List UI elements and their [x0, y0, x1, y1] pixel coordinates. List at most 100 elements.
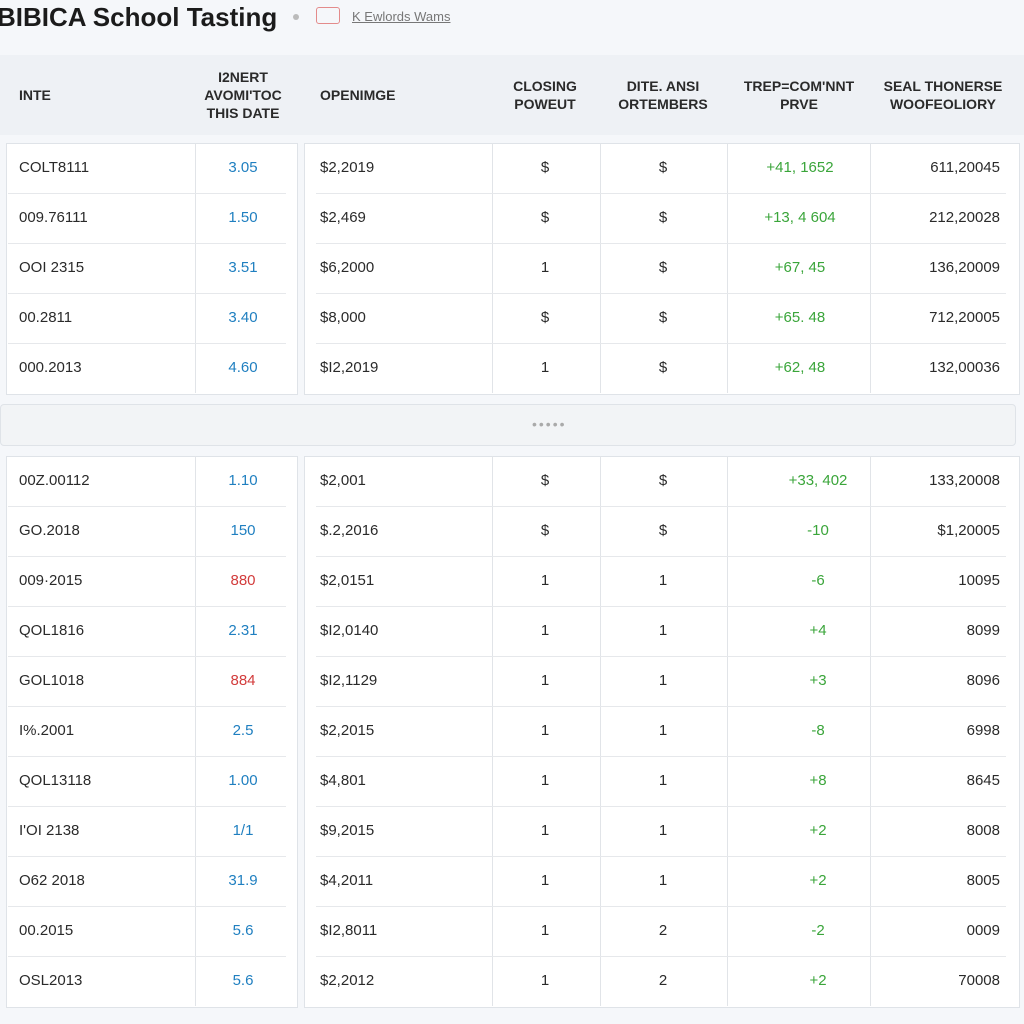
row-divider — [8, 806, 286, 807]
table-cell: $ — [658, 209, 668, 226]
table-cell: 1 — [658, 622, 668, 639]
table-cell: $ — [540, 522, 550, 539]
table-cell: OOI 2315 — [19, 259, 85, 276]
table-cell: $ — [540, 209, 550, 226]
table-cell: $.2,2016 — [320, 522, 379, 539]
table-cell: 880 — [230, 572, 256, 589]
column-divider — [600, 456, 601, 1006]
column-header: OPENIMGE — [320, 87, 396, 103]
dot — [293, 14, 299, 20]
table-cell: 8008 — [966, 822, 1000, 839]
table-cell: $2,2019 — [320, 159, 375, 176]
header-row — [0, 55, 1024, 135]
table-cell: $6,2000 — [320, 259, 375, 276]
table-cell: +2 — [809, 872, 827, 889]
table-cell: $2,0151 — [320, 572, 375, 589]
column-divider — [727, 143, 728, 393]
row-divider — [316, 556, 1006, 557]
row-divider — [8, 556, 286, 557]
column-divider — [195, 456, 196, 1006]
row-divider — [316, 293, 1006, 294]
column-header: TREP=COM'NNT — [743, 78, 855, 94]
table-cell: 150 — [230, 522, 256, 539]
row-divider — [316, 806, 1006, 807]
table-cell: $2,001 — [320, 472, 366, 489]
table-cell: 000.2013 — [19, 359, 82, 376]
table-cell: +62, 48 — [774, 359, 826, 376]
table-cell: 5.6 — [232, 922, 254, 939]
separator — [0, 404, 1016, 446]
table-cell: 1 — [658, 772, 668, 789]
column-divider — [727, 456, 728, 1006]
table-cell: 2.31 — [228, 622, 258, 639]
table-cell: 3.05 — [228, 159, 258, 176]
table-cell: 136,20009 — [929, 259, 1000, 276]
table-cell: +4 — [809, 622, 827, 639]
table-cell: $I2,8011 — [320, 922, 378, 939]
table-cell: 712,20005 — [929, 309, 1000, 326]
row-divider — [8, 656, 286, 657]
table-cell: 00.2015 — [19, 922, 74, 939]
table-cell: GO.2018 — [19, 522, 80, 539]
row-divider — [316, 243, 1006, 244]
column-header: DITE. ANSI — [626, 78, 700, 94]
row-divider — [316, 756, 1006, 757]
table-cell: 8099 — [966, 622, 1000, 639]
table-cell: 1 — [540, 972, 550, 989]
table-cell: OSL2013 — [19, 972, 83, 989]
table-cell: 1.50 — [228, 209, 258, 226]
table-cell: $1,20005 — [937, 522, 1000, 539]
table-cell: +13, 4 604 — [764, 209, 836, 226]
table-cell: 1 — [658, 722, 668, 739]
column-header: ORTEMBERS — [618, 96, 708, 112]
row-divider — [8, 243, 286, 244]
row-divider — [8, 293, 286, 294]
table-cell: 0009 — [966, 922, 1000, 939]
table-cell: 00Z.00112 — [19, 472, 90, 489]
header-link[interactable]: K Ewlords Wams — [352, 9, 451, 24]
column-divider — [492, 143, 493, 393]
table-cell: 1 — [540, 359, 550, 376]
table-cell: 1 — [658, 822, 668, 839]
table-cell: O62 2018 — [19, 872, 85, 889]
table-cell: 1 — [540, 722, 550, 739]
table-cell: 1 — [540, 872, 550, 889]
row-divider — [316, 193, 1006, 194]
table-cell: +3 — [809, 672, 827, 689]
table-cell: -8 — [811, 722, 825, 739]
table-cell: -6 — [811, 572, 825, 589]
table-cell: +2 — [809, 822, 827, 839]
table-cell: 6998 — [966, 722, 1000, 739]
table-cell: $I2,0140 — [320, 622, 379, 639]
table-cell: 70008 — [958, 972, 1000, 989]
page-title: BIBICA School Tasting — [0, 2, 278, 32]
table-cell: $2,2015 — [320, 722, 375, 739]
table-cell: $2,469 — [320, 209, 366, 226]
table-cell: +65. 48 — [774, 309, 826, 326]
column-divider — [600, 143, 601, 393]
table-cell: 009·2015 — [19, 572, 83, 589]
table-cell: $9,2015 — [320, 822, 375, 839]
table-cell: GOL1018 — [19, 672, 85, 689]
column-header: POWEUT — [514, 96, 576, 112]
table-cell: 884 — [230, 672, 256, 689]
column-header: AVOMI'TOC — [204, 87, 282, 103]
table-cell: $4,801 — [320, 772, 366, 789]
column-header: THIS DATE — [206, 105, 280, 121]
table-cell: +8 — [809, 772, 827, 789]
table-cell: 3.40 — [228, 309, 258, 326]
row-divider — [8, 956, 286, 957]
column-header: WOOFEOLIORY — [889, 96, 997, 112]
table-cell: 1 — [540, 622, 550, 639]
table-cell: QOL1816 — [19, 622, 85, 639]
table-panel — [6, 456, 298, 1008]
table-cell: 1 — [540, 259, 550, 276]
table-cell: 1.10 — [228, 472, 258, 489]
table-cell: 1 — [658, 872, 668, 889]
table-cell: 1 — [540, 572, 550, 589]
table-cell: 31.9 — [228, 872, 258, 889]
row-divider — [316, 956, 1006, 957]
column-header: PRVE — [780, 96, 818, 112]
table-cell: $ — [658, 259, 668, 276]
